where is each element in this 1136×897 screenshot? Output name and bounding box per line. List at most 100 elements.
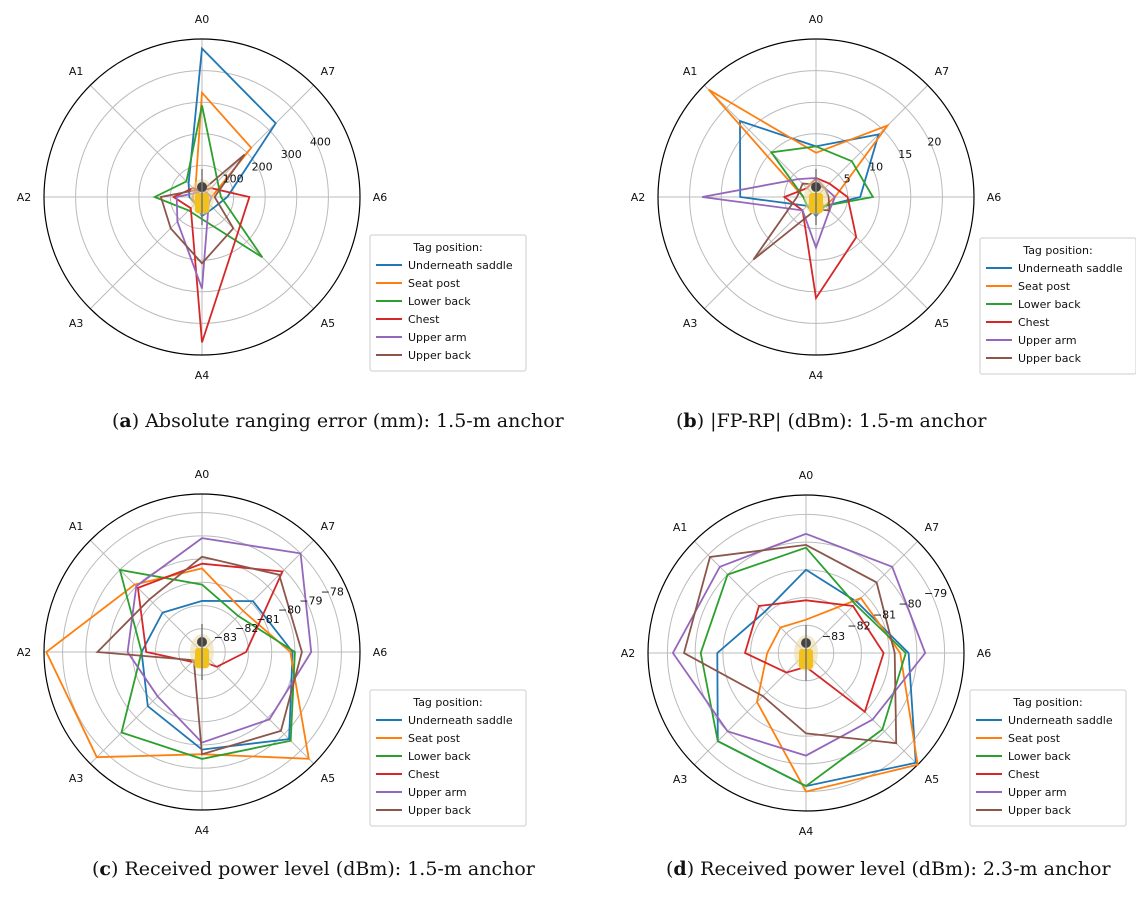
angle-label: A3	[69, 317, 84, 330]
legend-entry: Seat post	[1008, 732, 1061, 745]
polar-frame	[43, 38, 361, 356]
angle-label: A2	[621, 647, 636, 660]
angular-gridline	[815, 84, 929, 198]
caption-b: (b) |FP-RP| (dBm): 1.5-m anchor	[676, 410, 987, 432]
angular-gridline	[89, 539, 203, 653]
legend-entry: Chest	[1008, 768, 1040, 781]
legend: Tag position: Underneath saddle Seat post L…	[369, 689, 527, 827]
angle-label: A1	[683, 65, 698, 78]
legend-entry: Upper back	[408, 349, 472, 362]
radial-tick-label: −79	[299, 595, 322, 608]
angle-label: A0	[195, 13, 210, 26]
series-line	[756, 597, 919, 793]
angular-gridline	[703, 196, 817, 310]
angle-label: A1	[69, 520, 84, 533]
radial-tick-label: −82	[235, 622, 258, 635]
series-line	[159, 153, 246, 265]
angle-label: A4	[809, 369, 824, 382]
legend-entry: Upper arm	[408, 331, 467, 344]
angle-label: A0	[195, 468, 210, 481]
angle-label: A5	[925, 773, 940, 786]
legend-entry: Underneath saddle	[1008, 714, 1113, 727]
angle-label: A4	[195, 369, 210, 382]
angle-label: A2	[17, 191, 32, 204]
angle-label: A5	[935, 317, 950, 330]
radial-tick-label: 10	[869, 160, 883, 173]
angle-label: A2	[631, 191, 646, 204]
radial-tick-label: −83	[822, 630, 845, 643]
legend-box	[979, 237, 1136, 375]
angular-gridline	[201, 84, 315, 198]
legend: Tag position: Underneath saddle Seat post L…	[969, 689, 1127, 827]
legend: Tag position: Underneath saddle Seat post L…	[979, 237, 1136, 375]
angle-label: A3	[683, 317, 698, 330]
angle-label: A2	[17, 646, 32, 659]
legend-entry: Seat post	[408, 277, 461, 290]
legend-entry: Upper back	[408, 804, 472, 817]
legend-entry: Lower back	[408, 295, 471, 308]
angular-gridline	[815, 196, 929, 310]
angular-gridline	[693, 540, 807, 654]
bicycle-icon	[190, 169, 214, 225]
series-line	[152, 105, 264, 259]
legend-entry: Upper arm	[1018, 334, 1077, 347]
radial-tick-label: −80	[898, 598, 921, 611]
legend-entry: Underneath saddle	[408, 714, 513, 727]
angular-gridline	[805, 540, 919, 654]
series-line	[171, 187, 251, 343]
radial-tick-label: 200	[252, 160, 273, 173]
legend-entry: Seat post	[408, 732, 461, 745]
angle-label: A3	[673, 773, 688, 786]
radial-tick-label: −81	[873, 609, 896, 622]
angle-label: A1	[69, 65, 84, 78]
radar-chart-3: A0 A7 A6 A5 A4 A3 A2 A1 −83−82−81−80−79−78 Tag po…	[17, 468, 527, 837]
angle-label: A7	[321, 520, 336, 533]
radial-tick-label: −83	[214, 631, 237, 644]
radial-tick-label: 400	[310, 136, 331, 149]
series-line	[702, 177, 837, 251]
caption-d: (d) Received power level (dBm): 2.3-m an…	[666, 858, 1111, 880]
legend-entry: Underneath saddle	[408, 259, 513, 272]
legend-box	[369, 234, 527, 372]
radar-chart-1: A0 A7 A6 A5 A4 A3 A2 A1 100 200 300 400 Tag position…	[17, 13, 527, 382]
series-line	[95, 555, 303, 756]
angular-gridline	[89, 651, 203, 765]
legend-entry: Lower back	[1018, 298, 1081, 311]
angle-label: A7	[935, 65, 950, 78]
angle-label: A5	[321, 317, 336, 330]
polar-frame	[43, 493, 361, 811]
radial-tick-label: −82	[847, 619, 870, 632]
bicycle-icon	[794, 625, 818, 681]
bicycle-icon	[190, 624, 214, 680]
polar-frame	[647, 494, 965, 812]
radial-tick-label: −80	[278, 604, 301, 617]
legend-box	[969, 689, 1127, 827]
legend-entry: Upper back	[1018, 352, 1082, 365]
angle-label: A0	[799, 469, 814, 482]
angle-label: A6	[373, 646, 388, 659]
legend-entry: Seat post	[1018, 280, 1071, 293]
radial-tick-label: 5	[844, 173, 851, 186]
caption-c: (c) Received power level (dBm): 1.5-m an…	[92, 858, 535, 880]
legend-entry: Upper back	[1008, 804, 1072, 817]
legend-entry: Chest	[408, 768, 440, 781]
radial-tick-label: 20	[927, 136, 941, 149]
caption-a: (a) Absolute ranging error (mm): 1.5-m a…	[112, 410, 564, 432]
radial-tick-label: 300	[281, 148, 302, 161]
angle-label: A7	[321, 65, 336, 78]
radar-chart-2: A0 A7 A6 A5 A4 A3 A2 A1 5 10 15 20 Tag position: Unde…	[631, 13, 1136, 382]
legend-entry: Chest	[1018, 316, 1050, 329]
legend-entry: Upper arm	[1008, 786, 1067, 799]
radial-tick-label: −78	[321, 586, 344, 599]
angle-label: A3	[69, 772, 84, 785]
legend-title: Tag position:	[1022, 244, 1092, 257]
legend-entry: Lower back	[1008, 750, 1071, 763]
legend: Tag position: Underneath saddle Seat post L…	[369, 234, 527, 372]
series-line	[671, 532, 927, 757]
angle-label: A6	[977, 647, 992, 660]
legend-title: Tag position:	[1012, 696, 1082, 709]
polar-frame	[657, 38, 975, 356]
angular-gridline	[89, 84, 203, 198]
angle-label: A0	[809, 13, 824, 26]
